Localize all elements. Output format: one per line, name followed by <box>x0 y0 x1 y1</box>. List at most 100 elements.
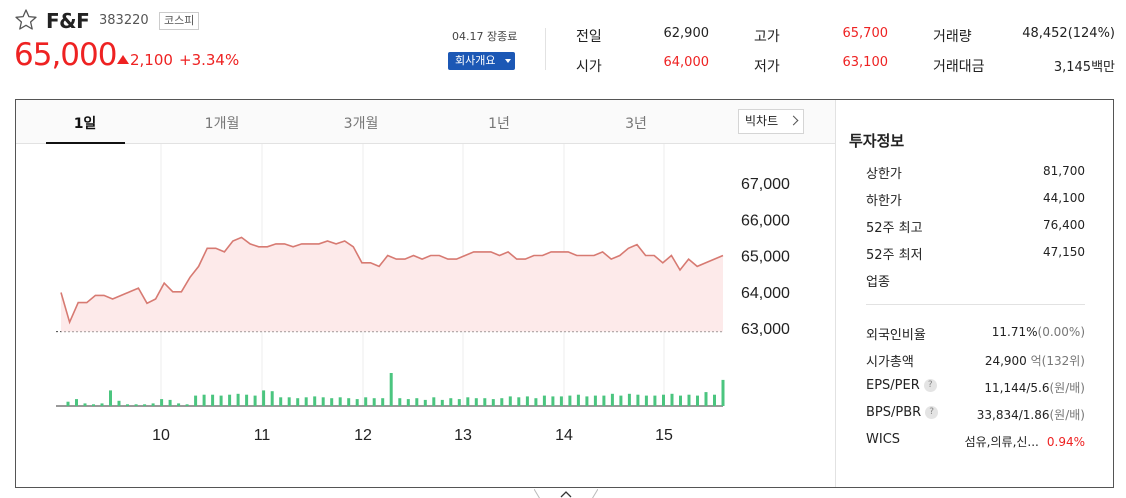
y-tick-label: 65,000 <box>741 249 790 266</box>
volume-bar <box>602 395 606 406</box>
lower-limit-label: 하한가 <box>866 194 902 209</box>
eps-per-unit: (원/배) <box>1049 381 1086 395</box>
volume-bar <box>610 393 614 406</box>
y-tick-label: 63,000 <box>741 321 790 338</box>
wics-percent: 0.94% <box>1046 435 1085 449</box>
volume-bar <box>644 395 648 406</box>
volume-bar <box>500 398 504 406</box>
divider <box>866 304 1085 305</box>
tab-1day[interactable]: 1일 <box>73 116 97 132</box>
caret-down-icon <box>505 59 511 63</box>
market-cap-label: 시가총액 <box>866 355 914 370</box>
bps-pbr-label: BPS/PBR? <box>866 405 939 420</box>
price-area <box>61 237 723 332</box>
market-cap-value: 24,900 억(132위) <box>985 352 1085 369</box>
volume-bar <box>389 373 393 406</box>
volume-bar <box>619 395 623 406</box>
volume-bar <box>534 398 538 406</box>
volume-bar <box>245 394 249 406</box>
volume-bar <box>194 395 198 406</box>
stock-name: F&F <box>46 9 90 33</box>
help-icon[interactable]: ? <box>923 379 937 392</box>
volume-bar <box>253 395 257 406</box>
high52-value: 76,400 <box>1043 218 1085 232</box>
volume-bar <box>372 398 376 406</box>
volume-bar <box>491 399 495 406</box>
volume-bar <box>75 399 78 406</box>
foreign-ratio-change: (0.00%) <box>1037 325 1085 339</box>
collapse-toggle[interactable] <box>534 489 598 498</box>
volume-bar <box>219 395 223 406</box>
volume-bar <box>721 379 725 406</box>
tab-1year[interactable]: 1년 <box>488 116 510 132</box>
company-info-label: 회사개요 <box>455 54 496 67</box>
volume-bar <box>185 404 189 406</box>
volume-bar <box>432 397 436 406</box>
sector-label: 업종 <box>866 275 890 290</box>
tab-1month[interactable]: 1개월 <box>204 116 240 132</box>
volume-bar <box>679 395 682 406</box>
volume-bar <box>457 399 461 406</box>
volume-bar <box>143 404 147 406</box>
volume-bar <box>177 403 181 406</box>
volume-bar <box>330 398 334 406</box>
intraday-chart: 67,000 66,000 65,000 64,000 63,000 10 11 12 13 14… <box>56 144 790 444</box>
volume-bar <box>415 398 419 406</box>
volume-bar <box>66 401 70 406</box>
volume-bar <box>287 397 291 406</box>
eps-per-value: 11,144/5.6(원/배) <box>984 379 1085 396</box>
volume-bar <box>466 397 470 406</box>
x-tick-label: 12 <box>354 427 372 444</box>
bps-pbr: 33,834/1.86 <box>976 408 1050 422</box>
volume-bar <box>321 397 325 406</box>
volume-bar <box>83 403 87 406</box>
volume-bar <box>126 404 129 406</box>
bps-pbr-value: 33,834/1.86(원/배) <box>977 406 1085 423</box>
volume-bar <box>508 396 512 406</box>
trade-value-value: 3,145백만 <box>1053 60 1115 75</box>
volume-bar <box>296 398 300 406</box>
foreign-ratio: 11.71% <box>991 325 1038 339</box>
volume-bar <box>576 394 580 406</box>
help-icon[interactable]: ? <box>925 406 939 419</box>
open-label: 시가 <box>576 59 602 75</box>
foreign-ratio-value: 11.71%(0.00%) <box>992 325 1085 339</box>
x-tick-label: 15 <box>655 427 673 444</box>
volume-bar <box>92 404 95 406</box>
low-value: 63,100 <box>842 55 889 70</box>
x-tick-label: 14 <box>555 427 573 444</box>
wics-sector[interactable]: 섬유,의류,신... <box>964 435 1039 449</box>
volume-bar <box>338 397 342 406</box>
eps-per: 11,144/5.6 <box>984 381 1050 395</box>
volume-bar <box>662 394 665 406</box>
company-info-button[interactable]: 회사개요 <box>448 52 515 70</box>
foreign-ratio-label: 외국인비율 <box>866 328 926 343</box>
volume-bar <box>347 398 351 406</box>
volume-bar <box>704 392 708 406</box>
y-tick-label: 66,000 <box>741 212 790 229</box>
volume-bar <box>381 398 385 406</box>
y-tick-label: 67,000 <box>741 176 790 193</box>
favorite-star-icon[interactable] <box>14 8 38 32</box>
volume-bar <box>117 400 121 406</box>
prev-close-value: 62,900 <box>663 26 710 41</box>
upper-limit-value: 81,700 <box>1043 164 1085 178</box>
volume-bar <box>313 396 317 406</box>
volume-bar <box>568 395 572 406</box>
big-chart-button[interactable]: 빅차트 <box>738 109 804 134</box>
x-tick-label: 11 <box>254 427 271 444</box>
volume-bar <box>355 399 359 406</box>
market-cap: 24,900 <box>984 354 1027 368</box>
wics-value: 섬유,의류,신... 0.94% <box>965 433 1085 450</box>
upper-limit-label: 상한가 <box>866 167 902 182</box>
volume-bar <box>134 404 138 406</box>
market-cap-unit: 억(132위) <box>1030 354 1085 368</box>
bps-pbr-unit: (원/배) <box>1049 408 1086 422</box>
tab-3month[interactable]: 3개월 <box>343 116 379 132</box>
volume-bar <box>585 396 589 406</box>
tab-3year[interactable]: 3년 <box>625 116 647 132</box>
market-status: 04.17 장종료 <box>452 30 518 43</box>
volume-bar <box>696 395 699 406</box>
volume-bar <box>202 394 206 406</box>
invest-info-title: 투자정보 <box>849 132 905 150</box>
